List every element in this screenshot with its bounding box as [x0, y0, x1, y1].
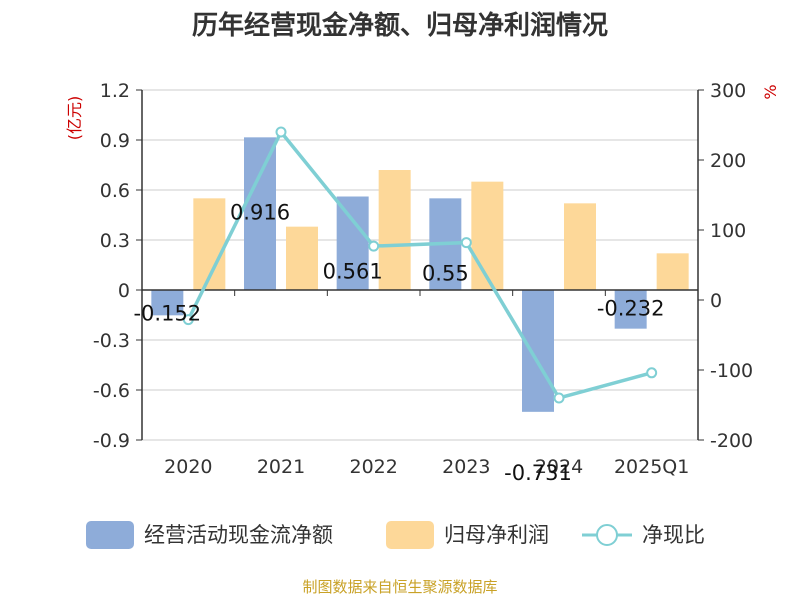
- legend-item-ratio: 净现比: [582, 523, 705, 547]
- data-label-cashflow: 0.561: [323, 260, 383, 284]
- data-label-cashflow: -0.731: [504, 461, 572, 485]
- bars: [151, 137, 689, 412]
- left-axis-unit: (亿元): [65, 96, 84, 141]
- ratio-line: [182, 126, 658, 404]
- left-tick-label: 0.6: [100, 180, 130, 202]
- left-tick-label: 0: [118, 280, 130, 302]
- left-tick-label: 0.3: [100, 230, 130, 252]
- data-label-cashflow: 0.916: [230, 200, 290, 224]
- left-tick-label: -0.6: [93, 380, 130, 402]
- x-axis-ticks: 2020 2021 2022 2023 2024 2025Q1: [141, 290, 699, 478]
- chart-title: 历年经营现金净额、归母净利润情况: [192, 10, 608, 41]
- right-tick-label: 100: [710, 220, 746, 242]
- right-tick-label: 200: [710, 150, 746, 172]
- legend-swatch: [86, 521, 134, 549]
- left-axis-ticks: 1.2 0.9 0.6 0.3 0 -0.3 -0.6 -0.9: [93, 80, 142, 452]
- x-tick-label: 2020: [164, 456, 212, 478]
- x-tick-label: 2021: [257, 456, 305, 478]
- right-axis-unit: %: [761, 84, 780, 99]
- x-tick-label: 2024: [535, 456, 583, 478]
- right-axis-ticks: 300 200 100 0 -100 -200: [698, 80, 753, 452]
- bar-cashflow: [336, 196, 369, 290]
- ratio-point: [368, 240, 380, 252]
- axes: [141, 90, 699, 440]
- right-tick-label: 300: [710, 80, 746, 102]
- ratio-point: [460, 237, 472, 249]
- legend-label: 归母净利润: [444, 523, 549, 547]
- bar-cashflow: [244, 137, 276, 290]
- x-tick-label: 2022: [349, 456, 397, 478]
- legend-label: 净现比: [642, 523, 705, 547]
- x-tick-label: 2025Q1: [614, 456, 689, 478]
- data-label-cashflow: 0.55: [422, 261, 469, 285]
- bar-net-profit: [286, 226, 318, 290]
- ratio-point: [182, 314, 194, 326]
- legend-swatch: [386, 521, 434, 549]
- left-tick-label: -0.3: [93, 330, 130, 352]
- ratio-point: [275, 126, 287, 138]
- x-tick-label: 2023: [442, 456, 490, 478]
- right-tick-label: -200: [710, 430, 753, 452]
- bar-net-profit: [471, 181, 504, 290]
- bar-net-profit: [564, 203, 596, 290]
- legend-marker: [596, 524, 618, 546]
- right-tick-label: -100: [710, 360, 753, 382]
- legend-label: 经营活动现金流净额: [144, 523, 333, 547]
- bar-net-profit: [378, 170, 411, 290]
- ratio-point: [646, 367, 658, 379]
- legend-item-cashflow: 经营活动现金流净额: [86, 521, 333, 549]
- source-note: 制图数据来自恒生聚源数据库: [302, 578, 497, 596]
- legend: 经营活动现金流净额 归母净利润 净现比: [86, 521, 705, 549]
- gridlines: [142, 89, 698, 441]
- ratio-point: [553, 392, 565, 404]
- ratio-polyline: [186, 128, 653, 401]
- bar-cashflow: [151, 290, 184, 316]
- left-tick-label: 0.9: [100, 130, 130, 152]
- left-tick-label: 1.2: [100, 80, 130, 102]
- left-tick-label: -0.9: [93, 430, 130, 452]
- bar-net-profit: [656, 253, 689, 290]
- data-labels: -0.152 0.916 0.561 0.55 -0.731 -0.232: [133, 200, 664, 485]
- bar-cashflow: [614, 290, 647, 329]
- right-tick-label: 0: [710, 290, 722, 312]
- data-label-cashflow: -0.232: [597, 297, 665, 321]
- data-label-cashflow: -0.152: [133, 301, 201, 325]
- legend-item-net-profit: 归母净利润: [386, 521, 549, 549]
- bar-cashflow: [522, 290, 554, 412]
